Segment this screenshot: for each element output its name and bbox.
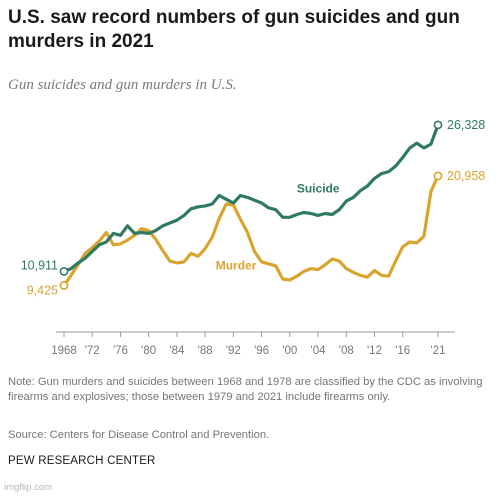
murder-end-point [433, 171, 443, 181]
suicide-end-value-label: 26,328 [447, 118, 485, 132]
x-tick-label-2008: '08 [339, 345, 354, 357]
x-axis-ticks [63, 332, 439, 337]
murder-series-line [62, 174, 440, 288]
suicide-end-point [433, 120, 443, 130]
x-axis-tick-labels: 1968 '72 '76 '80 '84 '88 '92 '96 '00 '04 '08 '12 '16… [51, 345, 445, 357]
watermark-text: imgflip.com [4, 482, 53, 493]
x-tick-label-2004: '04 [311, 345, 327, 357]
murder-start-point [59, 281, 69, 290]
x-tick-label-1968: 1968 [51, 345, 77, 357]
x-tick-label-1984: '84 [169, 345, 185, 357]
x-tick-label-2012: '12 [367, 345, 382, 357]
x-tick-label-1972: '72 [85, 345, 100, 357]
murder-start-value-label: 9,425 [27, 283, 58, 297]
x-tick-label-1976: '76 [113, 345, 128, 357]
murder-series-label: Murder [216, 258, 257, 272]
chart-title: U.S. saw record numbers of gun suicides … [8, 7, 460, 52]
x-tick-label-1980: '80 [141, 345, 156, 357]
murder-end-value-label: 20,958 [447, 169, 485, 183]
x-tick-label-1992: '92 [226, 345, 241, 357]
x-tick-label-2000: '00 [282, 345, 297, 357]
chart-subtitle: Gun suicides and gun murders in U.S. [8, 77, 237, 93]
line-chart: 1968 '72 '76 '80 '84 '88 '92 '96 '00 '04 '08 '12 '16… [21, 118, 486, 357]
x-tick-label-2016: '16 [395, 345, 410, 357]
x-tick-label-1988: '88 [198, 345, 213, 357]
series-endpoints [59, 120, 443, 290]
publisher-name: PEW RESEARCH CENTER [8, 455, 156, 467]
suicide-start-value-label: 10,911 [21, 258, 58, 272]
suicide-start-point [59, 266, 69, 276]
x-tick-label-2021: '21 [431, 345, 446, 357]
chart-source: Source: Centers for Disease Control and … [8, 429, 270, 441]
chart-note: Note: Gun murders and suicides between 1… [8, 376, 483, 403]
suicide-series-label: Suicide [297, 181, 340, 195]
x-tick-label-1996: '96 [254, 345, 269, 357]
suicide-series-line [62, 123, 440, 273]
